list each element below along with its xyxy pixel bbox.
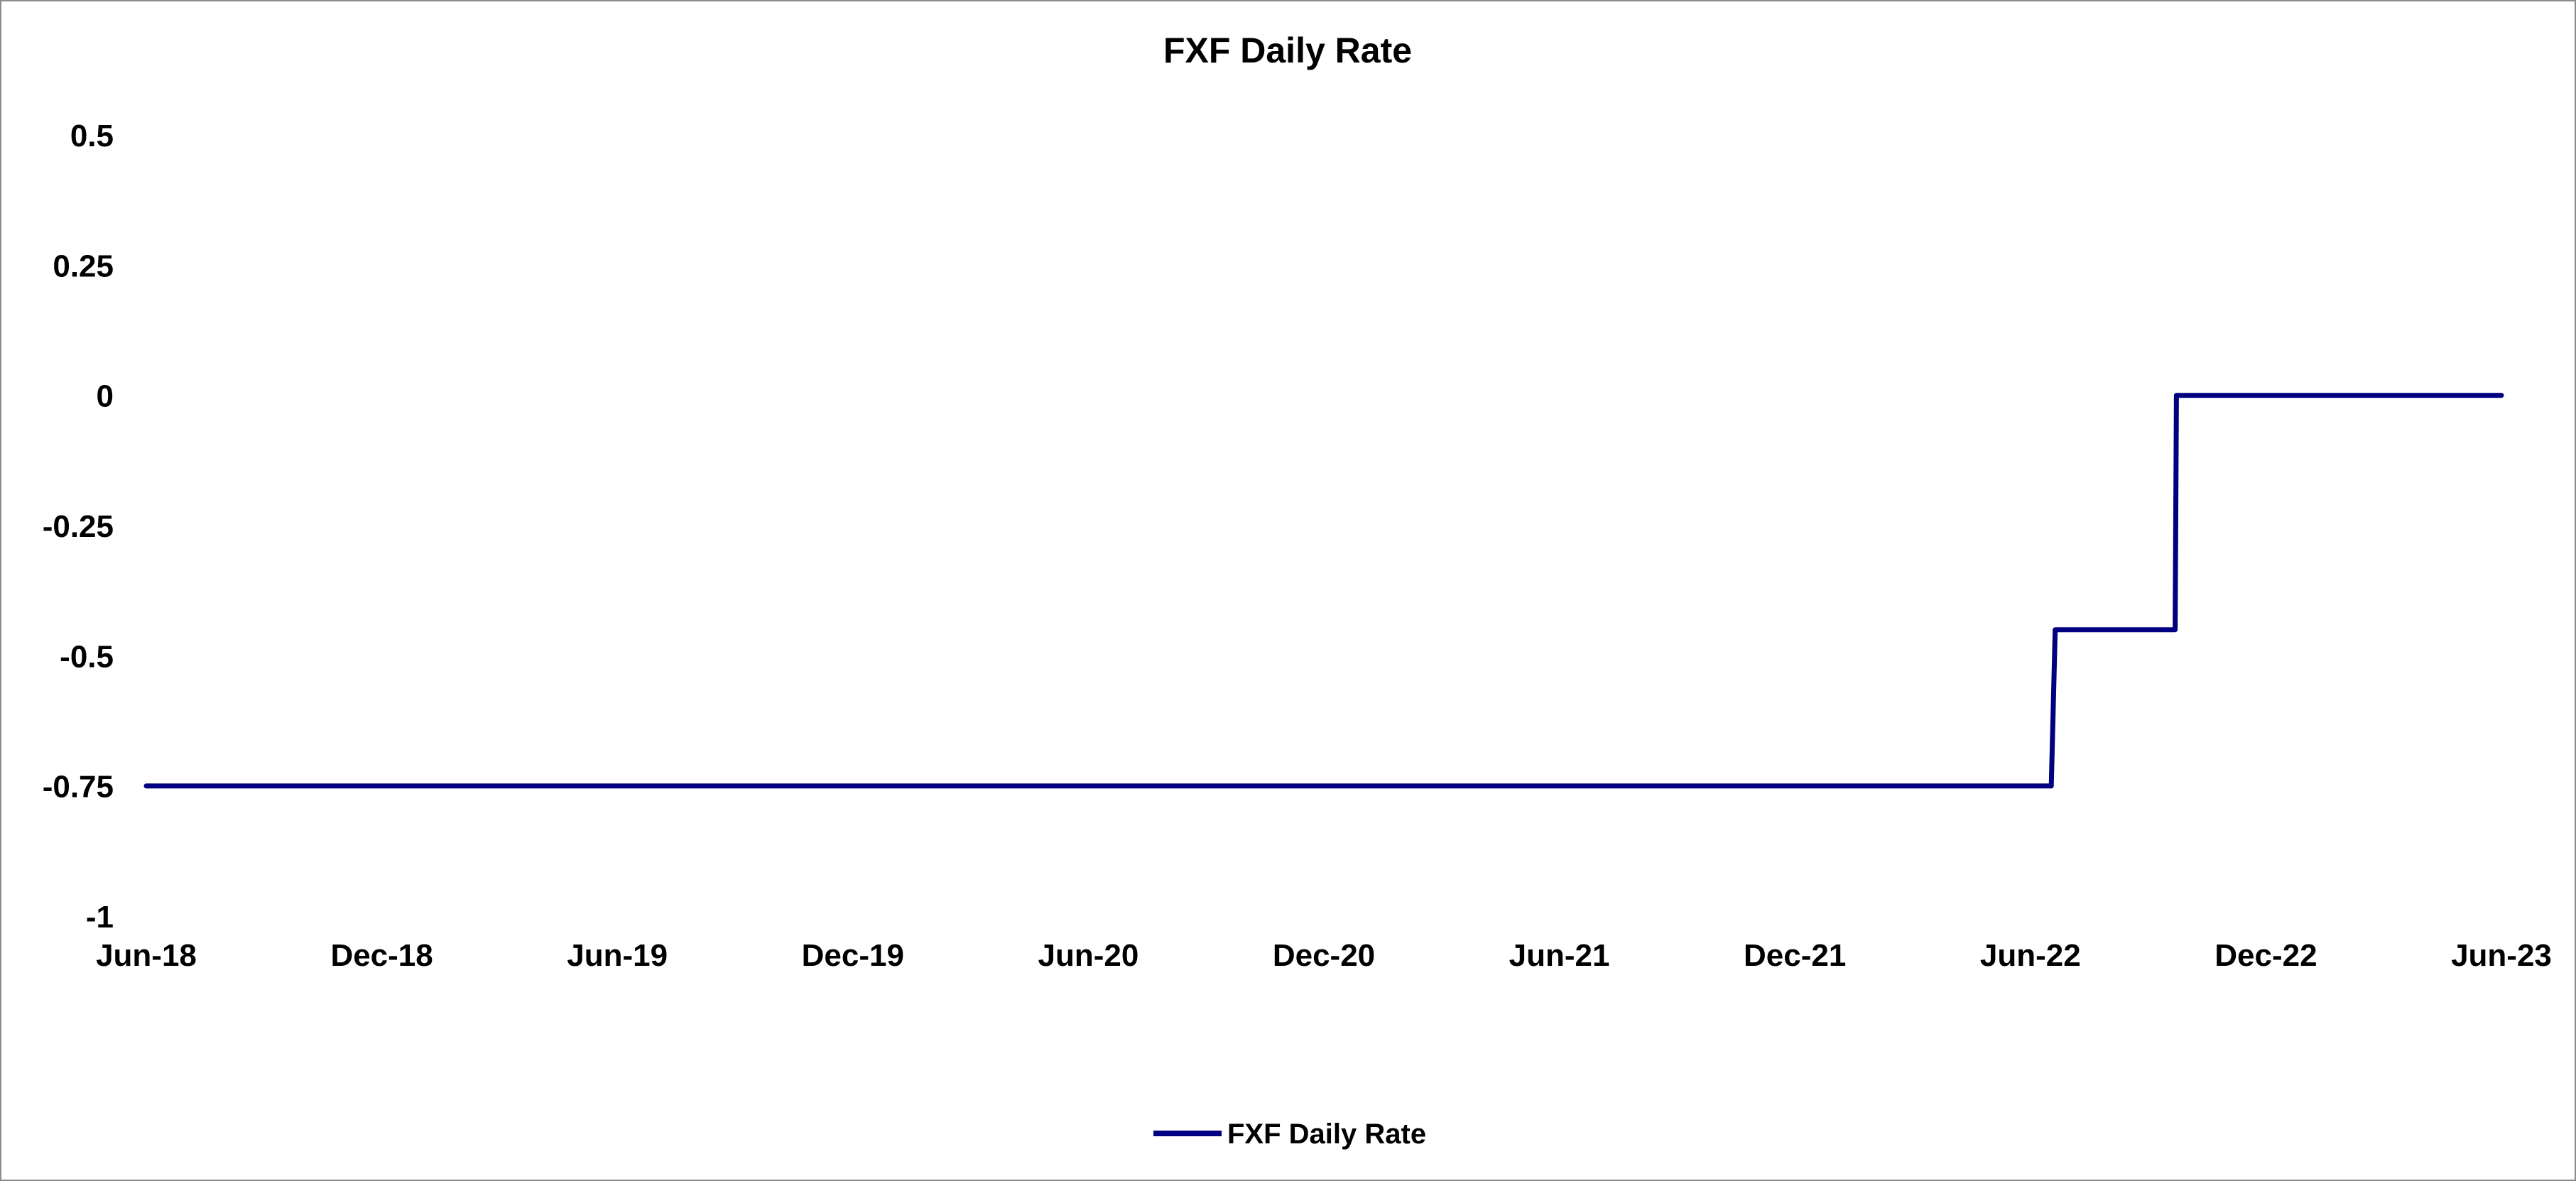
x-tick-label: Dec-20 xyxy=(1273,938,1375,973)
y-tick-label: 0.25 xyxy=(53,249,114,283)
x-tick-label: Dec-21 xyxy=(1744,938,1846,973)
x-tick-label: Jun-22 xyxy=(1980,938,2081,973)
x-tick-label: Jun-23 xyxy=(2451,938,2552,973)
y-tick-label: -0.75 xyxy=(43,770,114,805)
y-tick-label: 0.5 xyxy=(70,119,114,153)
x-tick-label: Jun-18 xyxy=(96,938,197,973)
y-tick-label: -0.25 xyxy=(43,509,114,544)
x-tick-label: Jun-19 xyxy=(567,938,668,973)
y-tick-label: 0 xyxy=(97,379,114,414)
series-line-0 xyxy=(143,393,2504,789)
x-tick-label: Dec-18 xyxy=(330,938,433,973)
legend[interactable]: FXF Daily Rate xyxy=(1153,1119,1426,1150)
x-tick-label: Jun-20 xyxy=(1038,938,1138,973)
x-axis-ticks: Jun-18 Dec-18 Jun-19 Dec-19 Jun-20 Dec-20 Jun-… xyxy=(96,938,2552,973)
legend-label: FXF Daily Rate xyxy=(1227,1119,1426,1150)
x-tick-label: Jun-21 xyxy=(1509,938,1610,973)
y-axis-ticks: 0.5 0.25 0 -0.25 -0.5 -0.75 -1 xyxy=(43,119,114,935)
y-tick-label: -0.5 xyxy=(60,639,114,674)
x-tick-label: Dec-22 xyxy=(2214,938,2317,973)
y-tick-label: -1 xyxy=(86,900,114,935)
x-tick-label: Dec-19 xyxy=(802,938,904,973)
series-layer xyxy=(143,393,2504,789)
chart-title: FXF Daily Rate xyxy=(1163,31,1412,70)
